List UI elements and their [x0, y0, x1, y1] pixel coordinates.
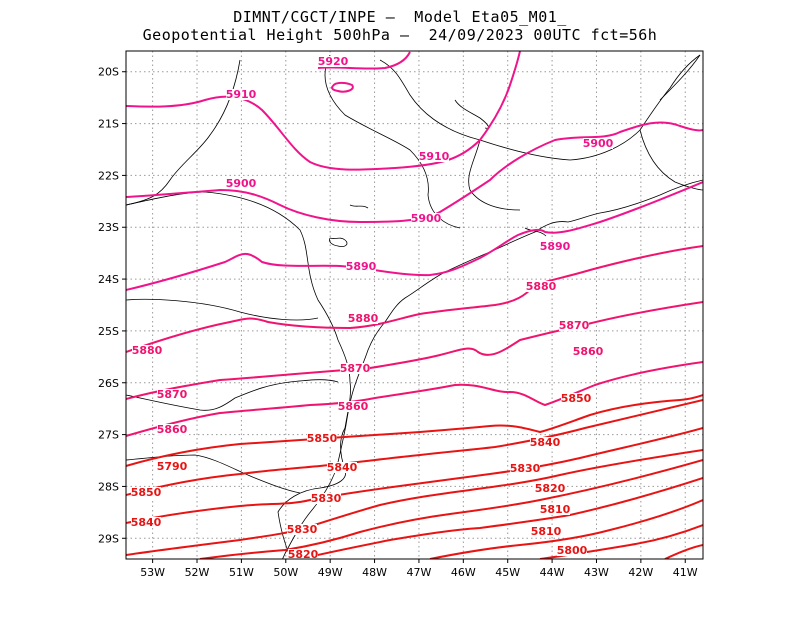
contour-label: 5860 — [157, 423, 188, 436]
contour-label: 5920 — [318, 55, 349, 68]
contour-label: 5870 — [340, 362, 371, 375]
lon-tick-label: 52W — [185, 566, 210, 579]
contour-line — [126, 122, 703, 222]
contour-label: 5830 — [311, 492, 342, 505]
lon-tick-label: 53W — [140, 566, 165, 579]
lat-tick-label: 26S — [98, 377, 119, 390]
contour-label: 5900 — [226, 177, 257, 190]
contour-label: 5900 — [583, 137, 614, 150]
contour-label: 5810 — [531, 525, 562, 538]
contour-label: 5820 — [535, 482, 566, 495]
lon-tick-label: 47W — [407, 566, 432, 579]
contour-label: 5890 — [346, 260, 377, 273]
contour-label: 5880 — [526, 280, 557, 293]
contour-label: 5830 — [287, 523, 318, 536]
contour-line — [200, 460, 703, 559]
contour-label: 5850 — [307, 432, 338, 445]
lat-tick-label: 20S — [98, 66, 119, 79]
contour-line — [332, 83, 353, 92]
contour-label: 5850 — [561, 392, 592, 405]
lat-tick-label: 21S — [98, 118, 119, 131]
lon-tick-label: 50W — [273, 566, 298, 579]
contour-label: 5900 — [411, 212, 442, 225]
contour-line — [126, 428, 703, 523]
coastline-and-borders — [126, 55, 703, 565]
contour-label: 5800 — [557, 544, 588, 557]
contour-label: 5860 — [338, 400, 369, 413]
contour-label: 5870 — [559, 319, 590, 332]
contour-label: 5810 — [540, 503, 571, 516]
lat-tick-label: 29S — [98, 532, 119, 545]
contour-label: 5850 — [131, 486, 162, 499]
lat-tick-label: 24S — [98, 273, 119, 286]
contour-label: 5910 — [419, 150, 450, 163]
contour-label: 5910 — [226, 88, 257, 101]
contour-label: 5880 — [132, 344, 163, 357]
contour-label: 5880 — [348, 312, 379, 325]
contour-label: 5840 — [131, 516, 162, 529]
lon-tick-label: 51W — [229, 566, 254, 579]
contour-label: 5870 — [157, 388, 188, 401]
lat-tick-label: 23S — [98, 221, 119, 234]
lon-tick-label: 42W — [628, 566, 653, 579]
lon-tick-label: 43W — [584, 566, 609, 579]
contour-line — [665, 545, 703, 559]
lon-tick-label: 46W — [451, 566, 476, 579]
contour-label: 5860 — [573, 345, 604, 358]
contour-line — [126, 182, 703, 290]
contour-label: 5840 — [327, 461, 358, 474]
lon-tick-label: 44W — [540, 566, 565, 579]
contour-line — [126, 51, 520, 170]
lon-tick-label: 45W — [495, 566, 520, 579]
lat-tick-label: 22S — [98, 169, 119, 182]
geopotential-contours — [126, 51, 703, 559]
contour-labels: 5920 5910 5910 5900 5900 5900 5890 5890 5880 5880… — [131, 55, 614, 561]
lon-tick-label: 41W — [673, 566, 698, 579]
lat-tick-label: 28S — [98, 480, 119, 493]
contour-label: 5840 — [530, 436, 561, 449]
lat-tick-label: 27S — [98, 429, 119, 442]
contour-label: 5830 — [510, 462, 541, 475]
contour-line — [126, 362, 703, 436]
lon-tick-label: 48W — [362, 566, 387, 579]
contour-label: 5890 — [540, 240, 571, 253]
contour-line — [126, 450, 703, 555]
lat-tick-label: 25S — [98, 325, 119, 338]
contour-line — [126, 246, 703, 352]
lon-tick-label: 49W — [318, 566, 343, 579]
contour-label: 5790 — [157, 460, 188, 473]
contour-line — [126, 302, 703, 399]
